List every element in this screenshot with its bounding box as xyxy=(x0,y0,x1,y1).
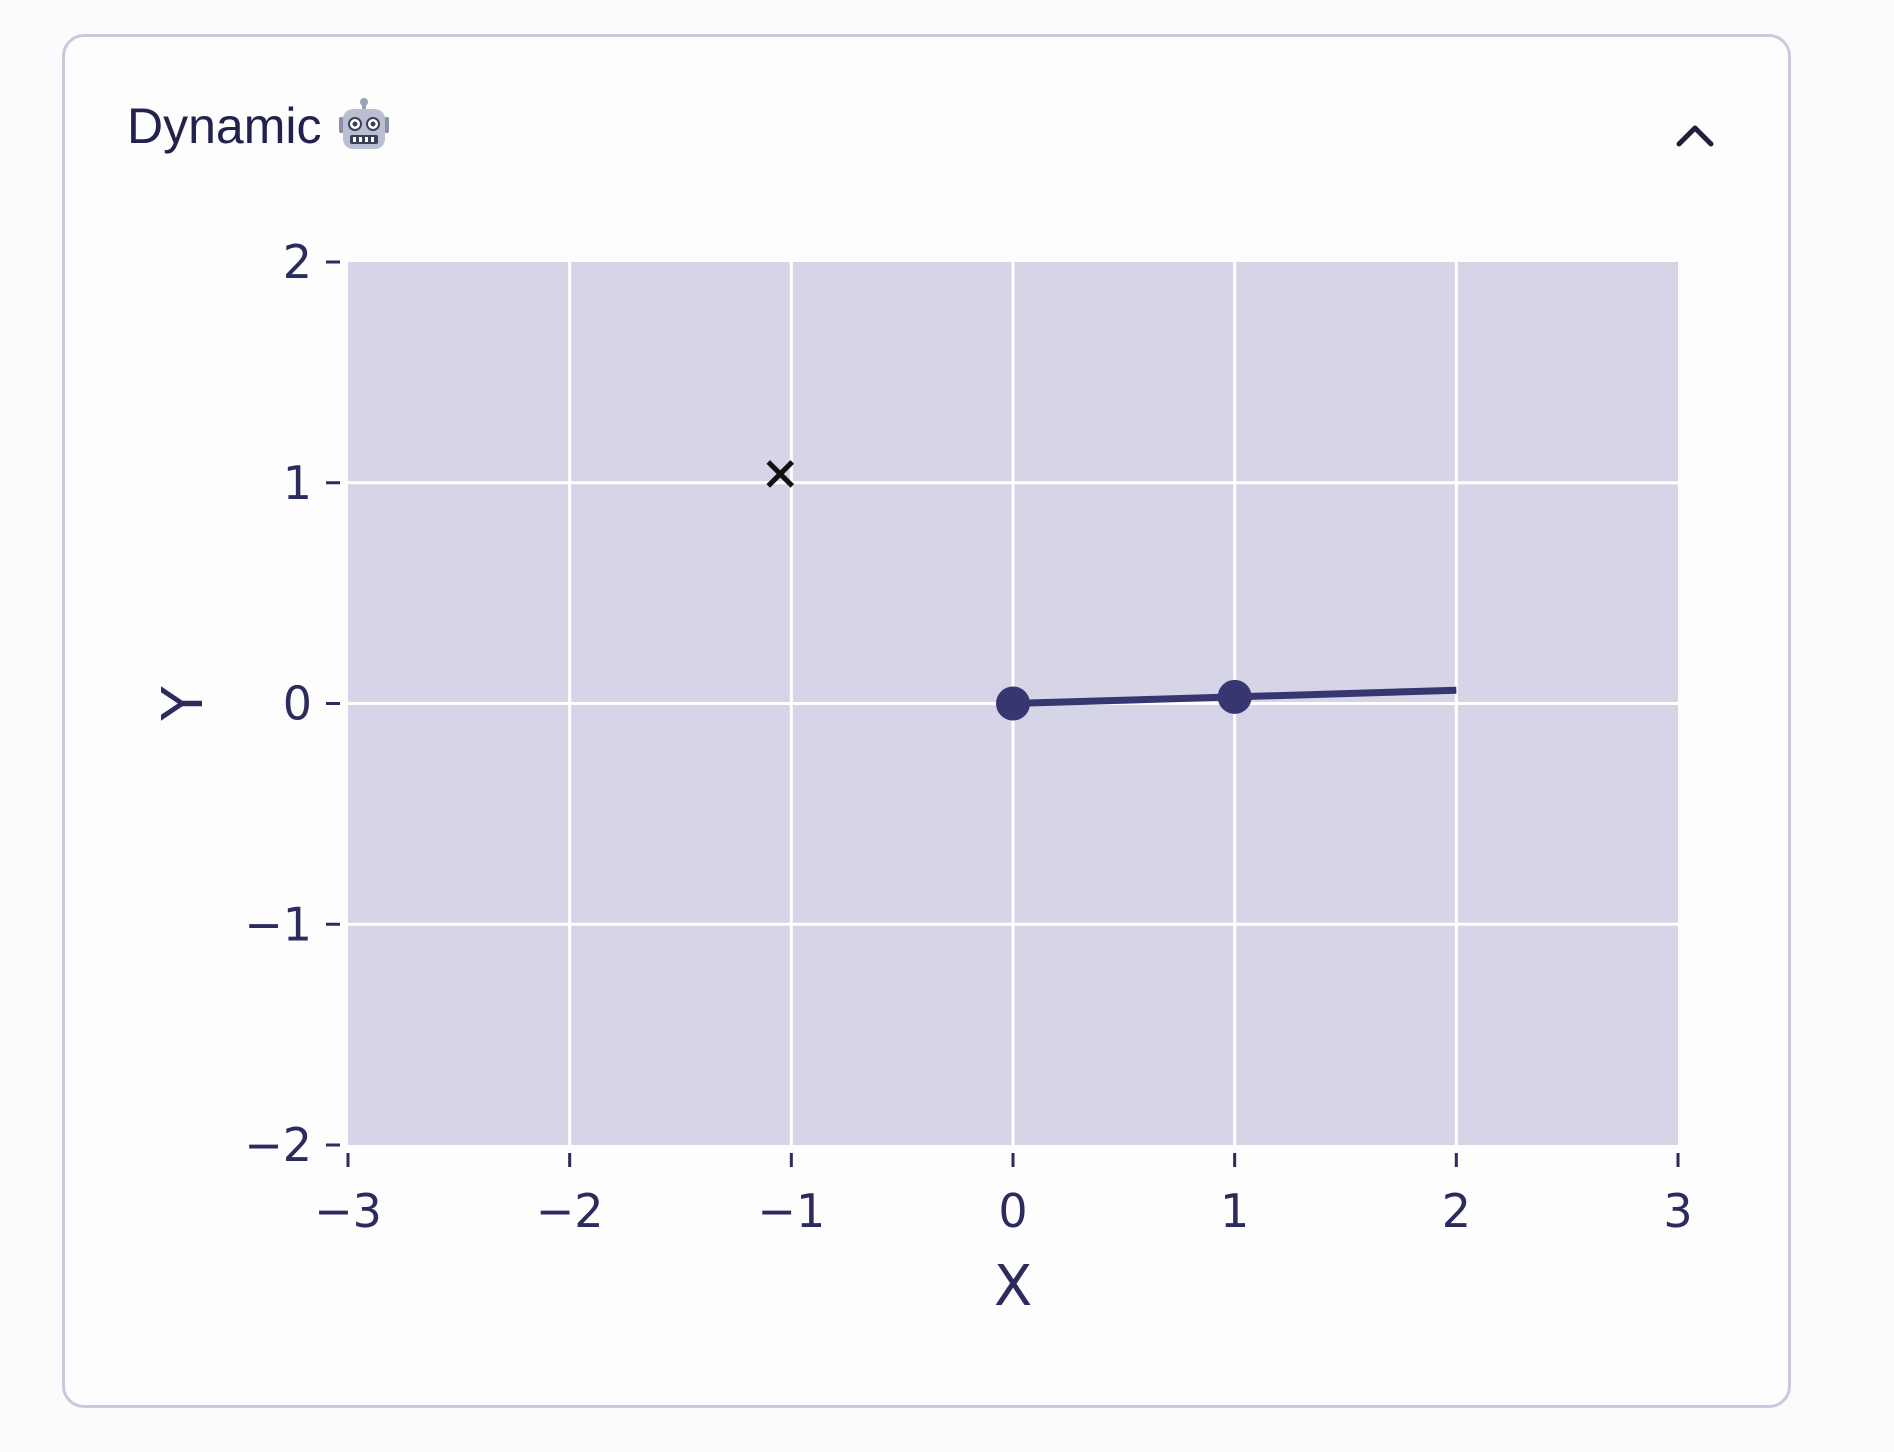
collapse-button[interactable] xyxy=(1655,95,1735,175)
x-tick-label: −1 xyxy=(757,1184,825,1238)
robot-icon xyxy=(335,97,393,155)
y-tick-label: 1 xyxy=(283,456,312,510)
series-point xyxy=(1217,679,1252,714)
panel-title: Dynamic xyxy=(127,98,322,154)
y-tick-label: −2 xyxy=(244,1118,312,1172)
y-tick-label: 0 xyxy=(283,677,312,731)
x-tick-label: 0 xyxy=(998,1184,1027,1238)
series-point xyxy=(996,686,1030,721)
x-tick-label: −2 xyxy=(536,1184,604,1238)
y-axis-label: Y xyxy=(151,686,216,722)
x-tick-label: 1 xyxy=(1220,1184,1249,1238)
chevron-up-icon xyxy=(1676,125,1714,147)
y-tick-label: −1 xyxy=(244,897,312,951)
cross-marker xyxy=(766,460,795,488)
y-tick-label: 2 xyxy=(283,235,312,289)
x-axis-label: X xyxy=(994,1254,1032,1319)
x-tick-label: 3 xyxy=(1663,1184,1692,1238)
x-tick-label: 2 xyxy=(1442,1184,1471,1238)
x-tick-label: −3 xyxy=(314,1184,382,1238)
panel-header[interactable]: Dynamic xyxy=(127,97,393,155)
